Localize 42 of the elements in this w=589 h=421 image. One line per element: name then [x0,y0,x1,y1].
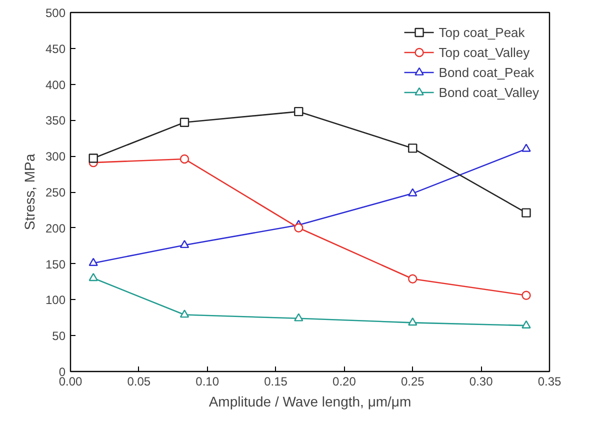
point [88,154,98,163]
point [408,144,418,153]
y-tick-label: 400 [45,78,66,92]
x-tick-label: 0.05 [127,374,151,388]
y-tick-label: 450 [45,42,66,56]
x-tick-label: 0.35 [538,374,562,388]
point [294,106,304,116]
point [180,118,190,127]
y-tick-label: 50 [52,329,66,344]
point [408,274,418,284]
y-tick-label: 500 [45,6,66,20]
legend-label: Bond coat_Valley [438,84,539,100]
y-tick-label: 250 [45,186,66,200]
x-axis-title: Amplitude / Wave length, μm/μm [208,394,412,410]
x-tick-label: 0.00 [58,374,83,388]
y-tick-label: 100 [45,293,66,308]
y-axis-title: Stress, MPa [21,154,38,230]
point [522,320,531,328]
point [180,240,190,248]
legend-label: Top coat_Valley [438,44,530,60]
point [180,154,190,164]
y-tick-label: 150 [45,257,66,272]
point [408,317,418,326]
x-tick-label: 0.30 [469,374,494,388]
legend-label: Bond coat_Peak [438,64,534,80]
point [88,272,98,282]
point [522,208,531,218]
y-tick-label: 350 [45,114,66,128]
y-tick-label: 300 [45,150,66,164]
point [522,144,531,152]
point [88,258,98,266]
x-tick-label: 0.15 [264,374,288,388]
point [294,223,304,232]
point [408,188,418,196]
point [294,313,304,322]
x-tick-label: 0.25 [400,374,425,388]
legend-label: Top coat_Peak [438,24,525,40]
y-tick-label: 200 [45,221,66,236]
x-tick-label: 0.20 [332,374,356,388]
x-tick-label: 0.10 [196,374,220,388]
point [180,310,190,318]
point [522,290,531,300]
